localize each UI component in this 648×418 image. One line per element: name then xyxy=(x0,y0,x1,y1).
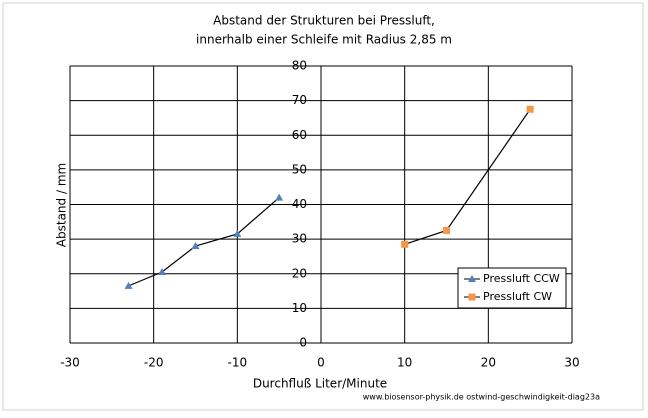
chart-border xyxy=(2,2,644,411)
x-axis-label: Durchfluß Liter/Minute xyxy=(253,377,387,391)
legend-label: Pressluft CW xyxy=(483,290,552,303)
x-tick-label: 10 xyxy=(397,356,412,370)
legend-label: Pressluft CCW xyxy=(483,272,560,285)
legend-marker xyxy=(468,293,476,301)
x-tick-label: 0 xyxy=(317,356,325,370)
marker xyxy=(275,193,284,201)
chart-title: innerhalb einer Schleife mit Radius 2,85… xyxy=(196,33,452,47)
legend-marker xyxy=(468,275,476,282)
y-axis-label: Abstand / mm xyxy=(55,163,69,247)
marker xyxy=(191,242,200,250)
x-tick-label: 20 xyxy=(481,356,496,370)
chart-title: Abstand der Strukturen bei Pressluft, xyxy=(213,14,435,28)
marker xyxy=(233,229,242,237)
y-tick-label: 50 xyxy=(292,162,307,176)
y-tick-label: 10 xyxy=(292,301,307,315)
y-tick-label: 70 xyxy=(292,93,307,107)
marker xyxy=(443,226,450,234)
source-note: www.biosensor-physik.de ostwind-geschwin… xyxy=(363,393,600,402)
x-tick-label: -20 xyxy=(144,356,164,370)
y-tick-label: 60 xyxy=(292,128,307,142)
y-tick-label: 20 xyxy=(292,266,307,280)
x-tick-label: -30 xyxy=(60,356,80,370)
marker xyxy=(124,281,133,289)
marker xyxy=(401,240,409,248)
x-tick-label: 30 xyxy=(564,356,579,370)
y-tick-label: 0 xyxy=(299,336,307,350)
legend-box xyxy=(457,267,567,309)
y-tick-label: 30 xyxy=(292,232,307,246)
marker xyxy=(158,268,167,276)
y-tick-label: 80 xyxy=(292,59,307,73)
marker xyxy=(526,105,534,113)
y-tick-label: 40 xyxy=(292,197,307,211)
x-tick-label: -10 xyxy=(228,356,248,370)
